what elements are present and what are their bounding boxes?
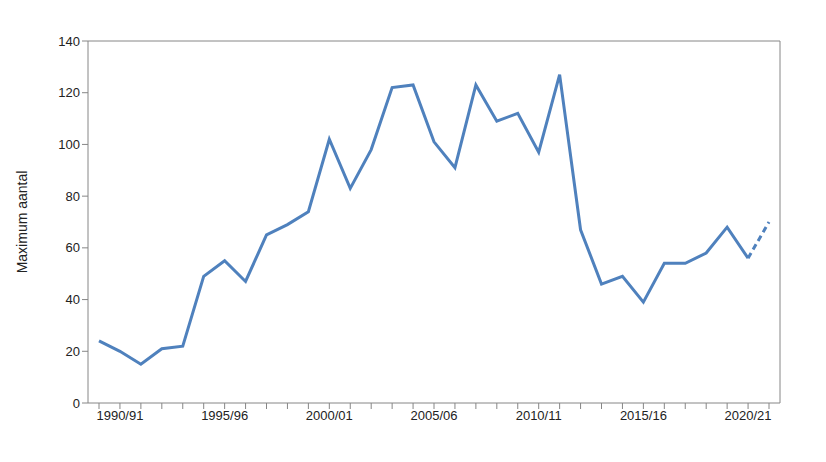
svg-text:2005/06: 2005/06 — [411, 408, 458, 423]
svg-text:120: 120 — [58, 85, 80, 100]
svg-text:2015/16: 2015/16 — [620, 408, 667, 423]
svg-text:2020/21: 2020/21 — [725, 408, 772, 423]
svg-text:2000/01: 2000/01 — [306, 408, 353, 423]
svg-text:100: 100 — [58, 137, 80, 152]
svg-text:1990/91: 1990/91 — [96, 408, 143, 423]
svg-text:0: 0 — [73, 396, 80, 411]
svg-text:60: 60 — [66, 240, 80, 255]
svg-text:1995/96: 1995/96 — [201, 408, 248, 423]
svg-text:2010/11: 2010/11 — [516, 408, 562, 423]
svg-text:40: 40 — [66, 292, 80, 307]
svg-text:140: 140 — [58, 34, 80, 49]
svg-text:Maximum aantal: Maximum aantal — [14, 171, 30, 274]
svg-text:20: 20 — [66, 344, 80, 359]
svg-text:80: 80 — [66, 189, 80, 204]
